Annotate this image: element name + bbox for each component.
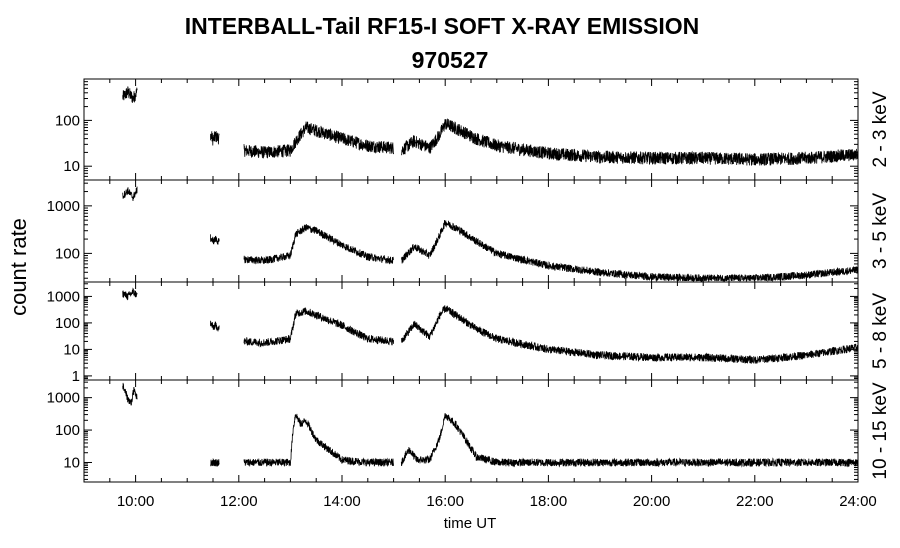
series-trace-3-3: [243, 307, 394, 348]
y-tick-label: 10: [63, 454, 80, 471]
x-tick-label: 16:00: [426, 493, 464, 510]
x-tick-label: 10:00: [117, 493, 155, 510]
series-trace-2-1: [122, 186, 138, 202]
x-tick-label: 22:00: [736, 493, 774, 510]
panels-group: 10 100 2 - 3 keV 100 1000 3 - 5 keV 1 10 100 1000…: [47, 78, 891, 510]
x-axis-title: time UT: [444, 515, 497, 532]
x-tick-label: 20:00: [633, 493, 671, 510]
y-tick-label: 100: [55, 315, 80, 332]
y-tick-label: 1000: [47, 198, 80, 215]
panel-2: 100 1000 3 - 5 keV: [47, 179, 891, 283]
x-tick-label: 18:00: [530, 493, 568, 510]
y-tick-label: 1: [72, 368, 80, 385]
series-trace-3-2: [210, 320, 220, 332]
series-trace-3-1: [122, 287, 138, 301]
series-trace-2-3: [243, 224, 394, 265]
panel-1: 10 100 2 - 3 keV: [55, 78, 891, 181]
panel-3: 1 10 100 1000 5 - 8 keV: [47, 281, 891, 385]
y-tick-label: 10: [63, 341, 80, 358]
series-trace-2-2: [210, 234, 220, 245]
panel-frame: [83, 179, 859, 283]
chart-title: INTERBALL-Tail RF15-I SOFT X-RAY EMISSIO…: [185, 13, 700, 39]
series-trace-3-4: [400, 305, 859, 364]
series-trace-1-1: [122, 86, 138, 103]
series-trace-2-4: [400, 219, 859, 283]
y-tick-label: 100: [55, 245, 80, 262]
panel-4: 10 100 1000 10 - 15 keV: [47, 379, 891, 483]
energy-band-label: 2 - 3 keV: [870, 91, 891, 167]
x-tick-label: 14:00: [323, 493, 361, 510]
panel-frame: [83, 78, 859, 181]
chart-subtitle: 970527: [412, 47, 489, 73]
x-tick-label: 12:00: [220, 493, 258, 510]
series-trace-1-2: [210, 131, 220, 146]
y-tick-label: 100: [55, 112, 80, 129]
y-tick-label: 10: [63, 158, 80, 175]
series-trace-4-4: [400, 413, 859, 468]
y-tick-label: 1000: [47, 390, 80, 407]
series-trace-4-3: [243, 413, 394, 467]
y-tick-label: 100: [55, 422, 80, 439]
energy-band-label: 3 - 5 keV: [870, 193, 891, 269]
energy-band-label: 5 - 8 keV: [870, 293, 891, 369]
x-tick-label: 24:00: [839, 493, 877, 510]
energy-band-label: 10 - 15 keV: [870, 382, 891, 479]
series-trace-4-2: [210, 457, 220, 467]
series-trace-4-1: [122, 382, 138, 406]
y-tick-label: 1000: [47, 288, 80, 305]
series-trace-1-4: [401, 118, 859, 166]
series-trace-1-3: [243, 121, 394, 159]
y-axis-title: count rate: [6, 218, 31, 316]
panel-frame: [83, 281, 859, 381]
